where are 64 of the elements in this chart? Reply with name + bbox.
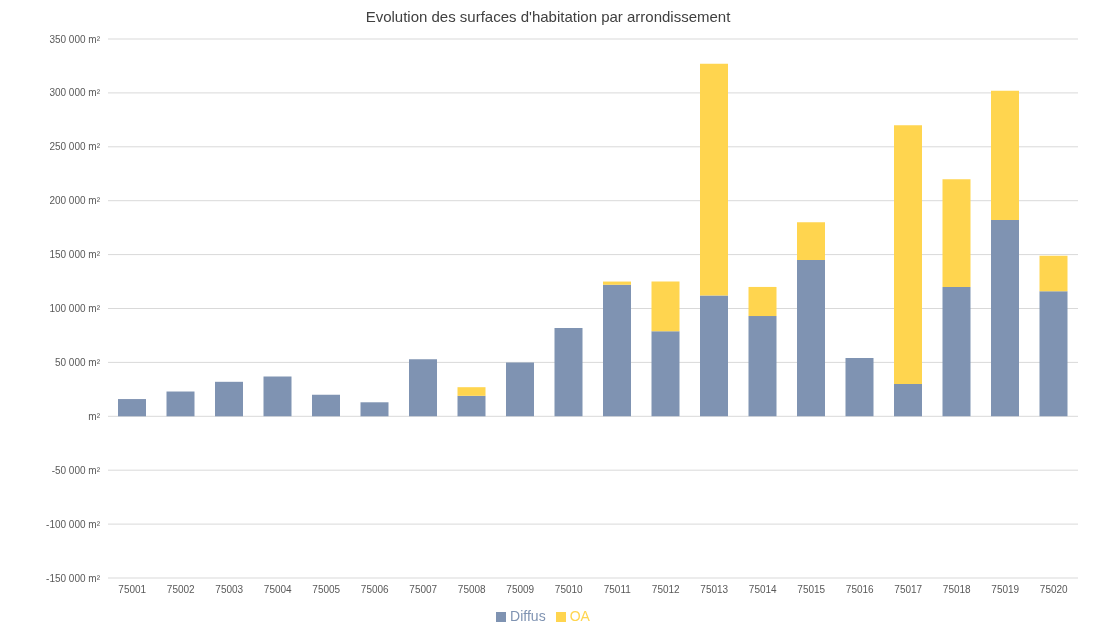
x-tick-label: 75009 [506,584,535,596]
y-tick-label: 350 000 m² [49,33,101,45]
bar [457,387,486,396]
y-tick-label: 50 000 m² [54,356,101,368]
y-tick-label: -100 000 m² [46,518,101,530]
x-tick-label: 75011 [603,584,632,596]
bar [942,286,971,417]
bar [166,391,195,417]
x-tick-label: 75016 [845,584,875,596]
y-tick-label: 300 000 m² [49,87,101,99]
bar [991,90,1019,221]
bar [263,376,292,417]
bar [942,179,971,287]
x-tick-label: 75004 [263,584,293,596]
x-tick-label: 75005 [312,584,341,596]
bar [748,316,777,417]
y-tick-label: 150 000 m² [49,249,101,261]
bar [215,381,243,417]
x-tick-label: 75007 [409,584,438,596]
bar [118,399,146,417]
bar [651,281,680,332]
legend-label: Diffus [510,608,546,624]
bar [700,295,728,417]
bar [409,359,437,417]
chart-title: Evolution des surfaces d'habitation par arrondissement [364,8,732,25]
bar [894,383,922,417]
bar [312,394,340,417]
x-tick-label: 75002 [166,584,196,596]
y-tick-label: 250 000 m² [49,141,101,153]
x-tick-label: 75015 [797,584,826,596]
y-tick-label: -50 000 m² [51,464,101,476]
y-tick-label: 200 000 m² [49,195,101,207]
bar [603,284,631,417]
x-tick-label: 75006 [360,584,390,596]
x-tick-label: 75010 [554,584,584,596]
bar [894,125,922,384]
x-tick-label: 75001 [118,584,147,596]
x-tick-label: 75014 [748,584,778,596]
x-tick-label: 75017 [894,584,923,596]
bar [360,402,389,417]
bar [700,63,728,296]
bar [1039,291,1068,417]
x-tick-label: 75019 [991,584,1020,596]
bar [991,220,1019,417]
bar [457,395,486,417]
bar [603,281,631,285]
x-tick-label: 75013 [700,584,729,596]
x-tick-label: 75018 [942,584,972,596]
bar [748,286,777,317]
bar [845,358,874,417]
bar [506,362,534,417]
bar [651,331,680,417]
y-tick-label: -150 000 m² [46,572,101,584]
bar [797,259,825,417]
bar [1039,255,1068,292]
x-tick-label: 75020 [1039,584,1069,596]
bar [554,327,583,417]
legend-label: OA [569,608,590,624]
y-tick-label: 100 000 m² [49,303,101,315]
x-tick-label: 75008 [457,584,487,596]
y-tick-label: m² [88,410,101,422]
bar [797,222,825,260]
x-tick-label: 75003 [215,584,244,596]
x-tick-label: 75012 [651,584,681,596]
